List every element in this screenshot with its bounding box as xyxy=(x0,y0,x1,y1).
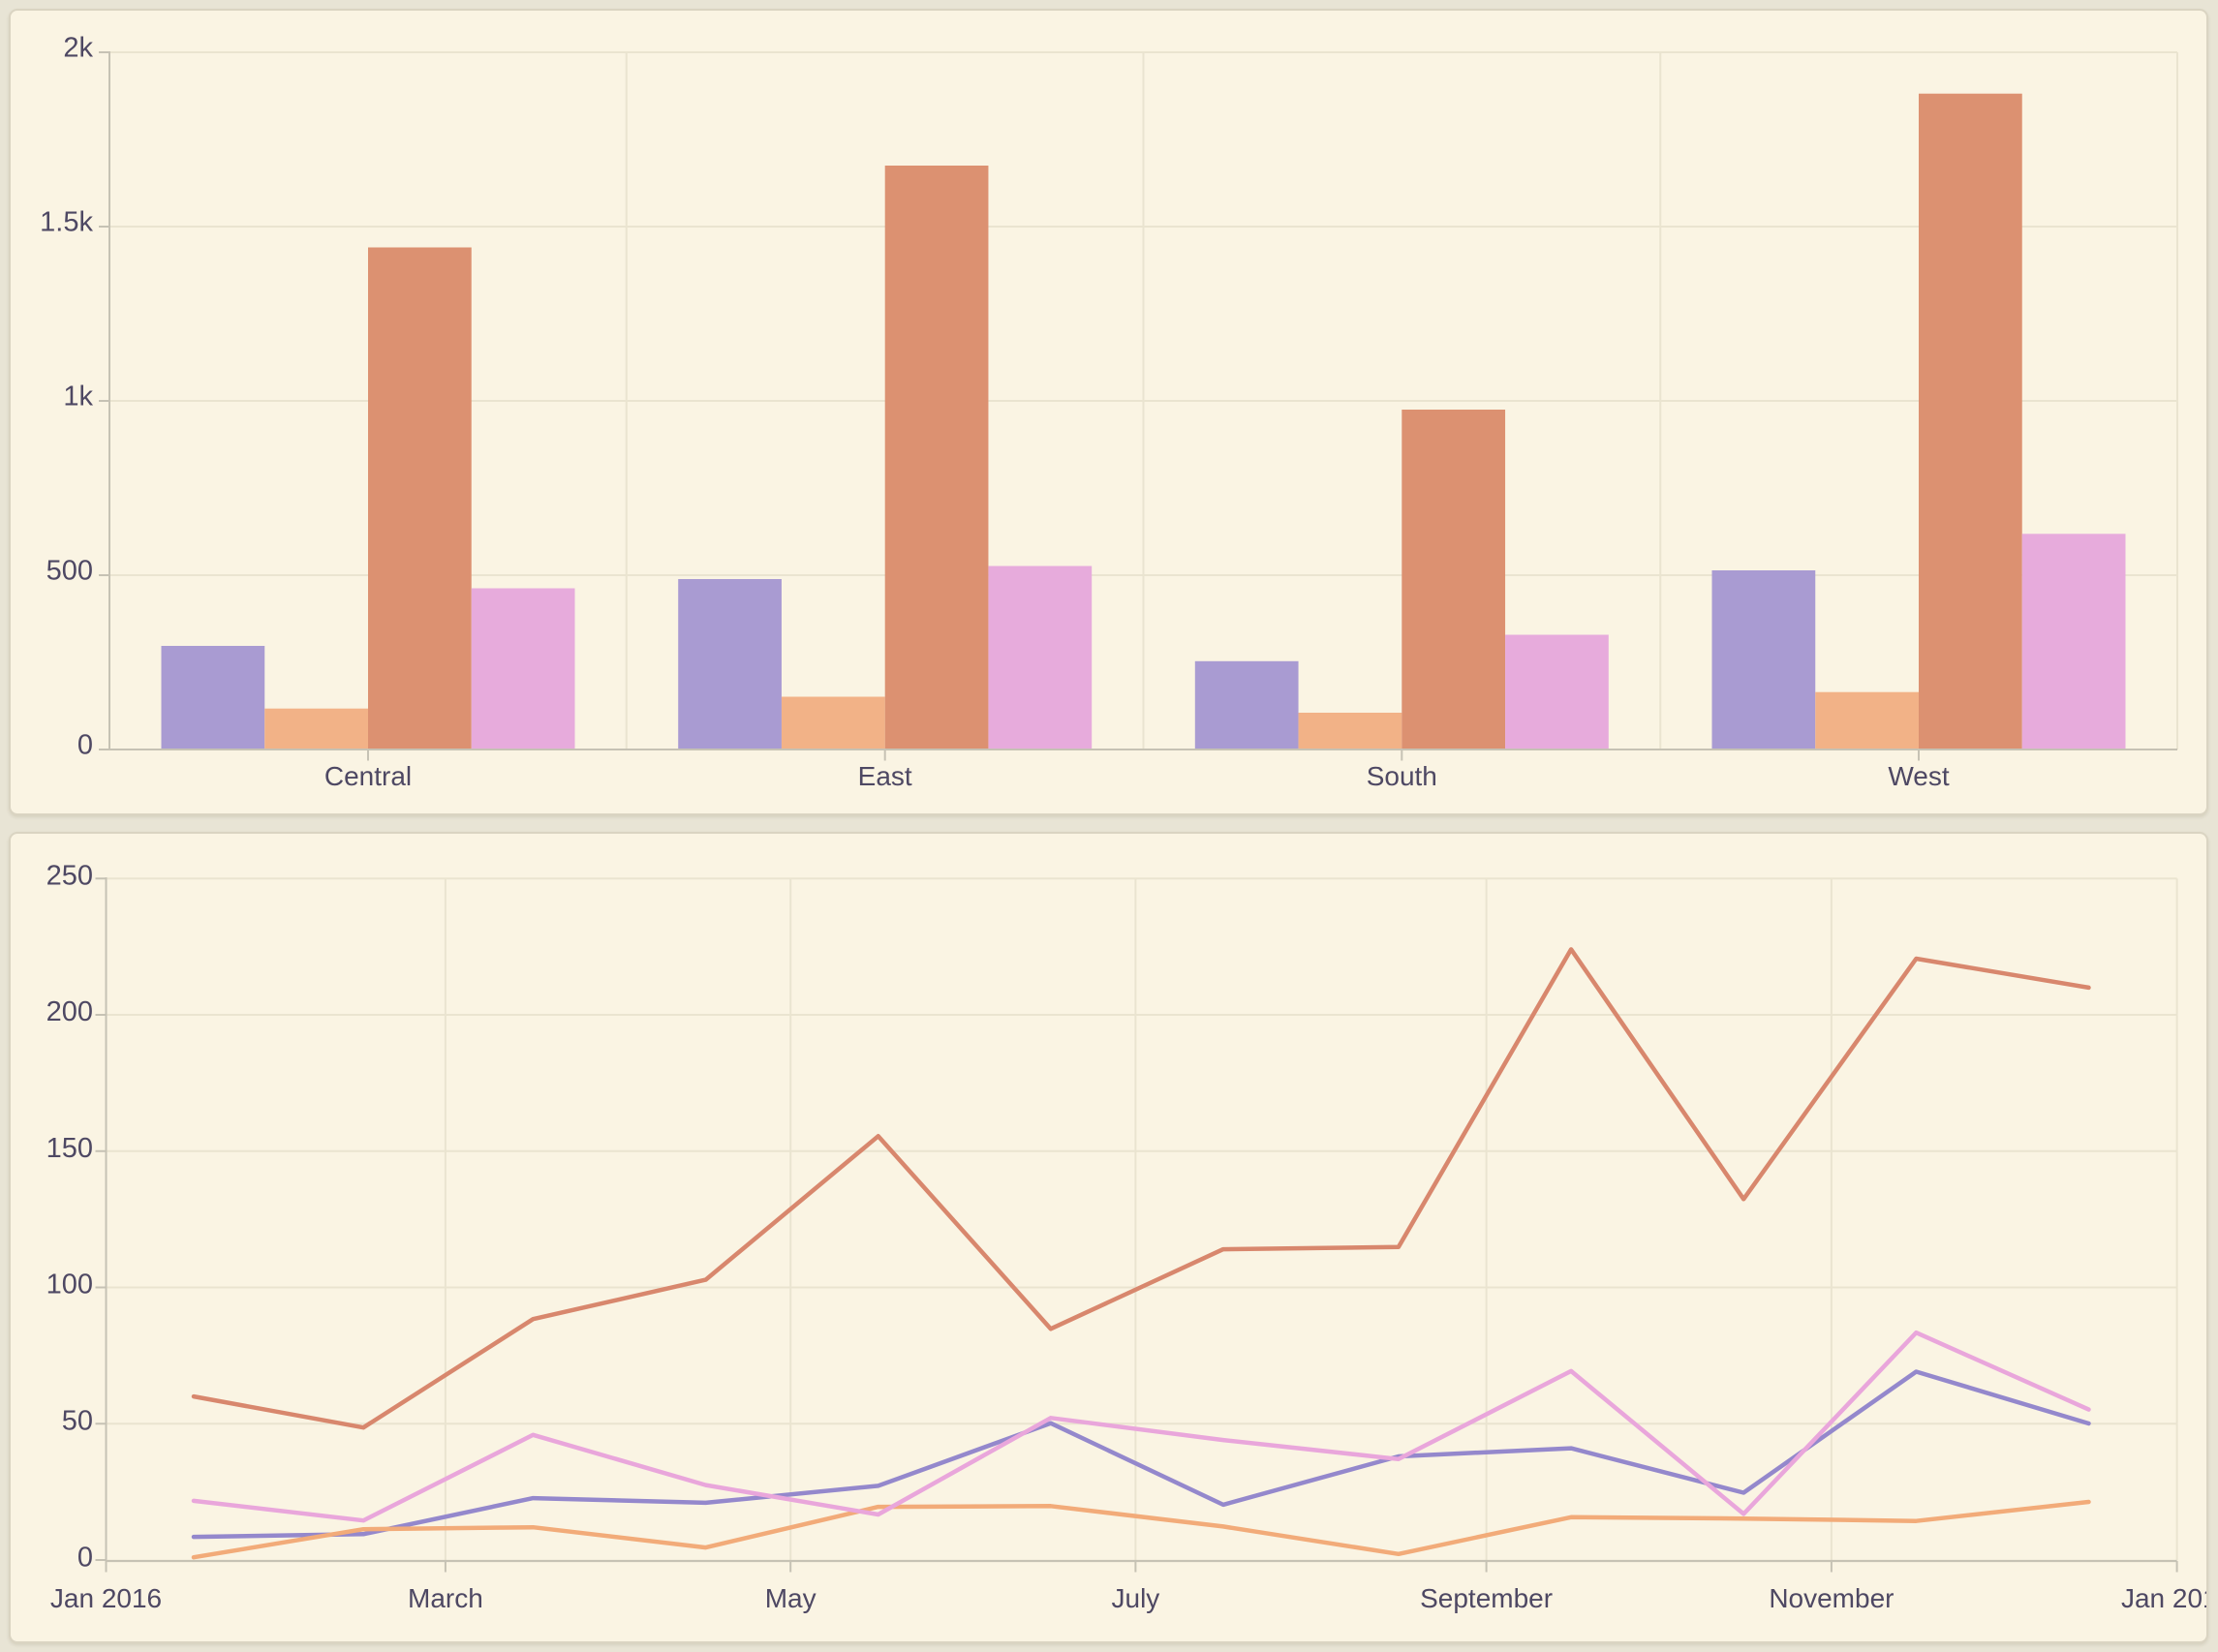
svg-text:1.5k: 1.5k xyxy=(40,207,93,238)
svg-text:March: March xyxy=(408,1583,483,1613)
svg-text:250: 250 xyxy=(46,861,93,892)
svg-text:Jan 2017: Jan 2017 xyxy=(2121,1583,2207,1613)
svg-text:Central: Central xyxy=(324,761,412,791)
svg-text:South: South xyxy=(1367,761,1437,791)
svg-text:0: 0 xyxy=(77,730,93,761)
svg-text:July: July xyxy=(1112,1583,1160,1613)
svg-text:150: 150 xyxy=(46,1133,93,1164)
svg-text:100: 100 xyxy=(46,1270,93,1300)
svg-text:November: November xyxy=(1769,1583,1894,1613)
svg-text:200: 200 xyxy=(46,996,93,1027)
svg-text:1k: 1k xyxy=(63,382,93,413)
svg-text:500: 500 xyxy=(46,556,93,587)
svg-text:Jan 2016: Jan 2016 xyxy=(50,1583,162,1613)
svg-text:50: 50 xyxy=(62,1406,93,1437)
svg-text:September: September xyxy=(1420,1583,1553,1613)
svg-text:2k: 2k xyxy=(63,33,93,64)
svg-text:East: East xyxy=(858,761,912,791)
svg-text:May: May xyxy=(765,1583,816,1613)
svg-text:West: West xyxy=(1888,761,1949,791)
svg-text:0: 0 xyxy=(77,1543,93,1574)
